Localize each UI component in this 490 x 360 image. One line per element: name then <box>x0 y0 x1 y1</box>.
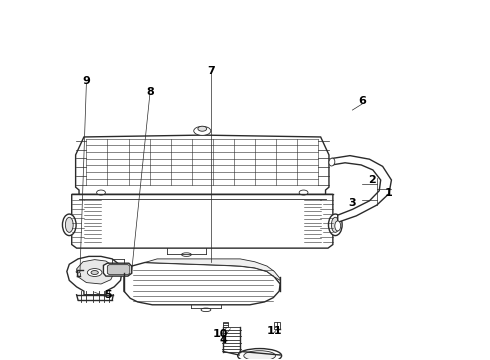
Ellipse shape <box>198 126 207 131</box>
Polygon shape <box>67 256 122 295</box>
Text: 1: 1 <box>385 188 393 198</box>
Polygon shape <box>107 265 130 275</box>
Text: 3: 3 <box>348 198 356 208</box>
Text: 9: 9 <box>82 76 90 86</box>
Text: 11: 11 <box>267 325 282 336</box>
Text: 4: 4 <box>219 334 227 345</box>
Ellipse shape <box>194 126 211 135</box>
Polygon shape <box>223 321 228 327</box>
Text: 6: 6 <box>358 96 366 106</box>
Text: 2: 2 <box>368 175 376 185</box>
Text: 7: 7 <box>207 66 215 76</box>
Polygon shape <box>76 260 114 284</box>
Ellipse shape <box>97 190 105 195</box>
Ellipse shape <box>87 269 102 276</box>
Polygon shape <box>274 321 280 329</box>
Polygon shape <box>332 156 392 222</box>
Ellipse shape <box>328 214 342 235</box>
Polygon shape <box>75 135 329 194</box>
Polygon shape <box>72 194 333 248</box>
Ellipse shape <box>65 217 73 232</box>
Text: 5: 5 <box>104 290 112 300</box>
Ellipse shape <box>201 308 211 312</box>
Ellipse shape <box>244 351 275 360</box>
Ellipse shape <box>238 348 282 360</box>
Ellipse shape <box>76 271 80 273</box>
Ellipse shape <box>329 158 335 166</box>
Ellipse shape <box>331 217 339 232</box>
Ellipse shape <box>91 271 98 274</box>
Ellipse shape <box>335 221 341 231</box>
Text: 8: 8 <box>146 87 154 97</box>
Text: 10: 10 <box>213 329 228 339</box>
Polygon shape <box>124 262 280 305</box>
Ellipse shape <box>182 253 191 256</box>
Polygon shape <box>145 259 280 280</box>
Ellipse shape <box>62 214 76 235</box>
Ellipse shape <box>299 190 308 195</box>
Polygon shape <box>103 263 132 276</box>
